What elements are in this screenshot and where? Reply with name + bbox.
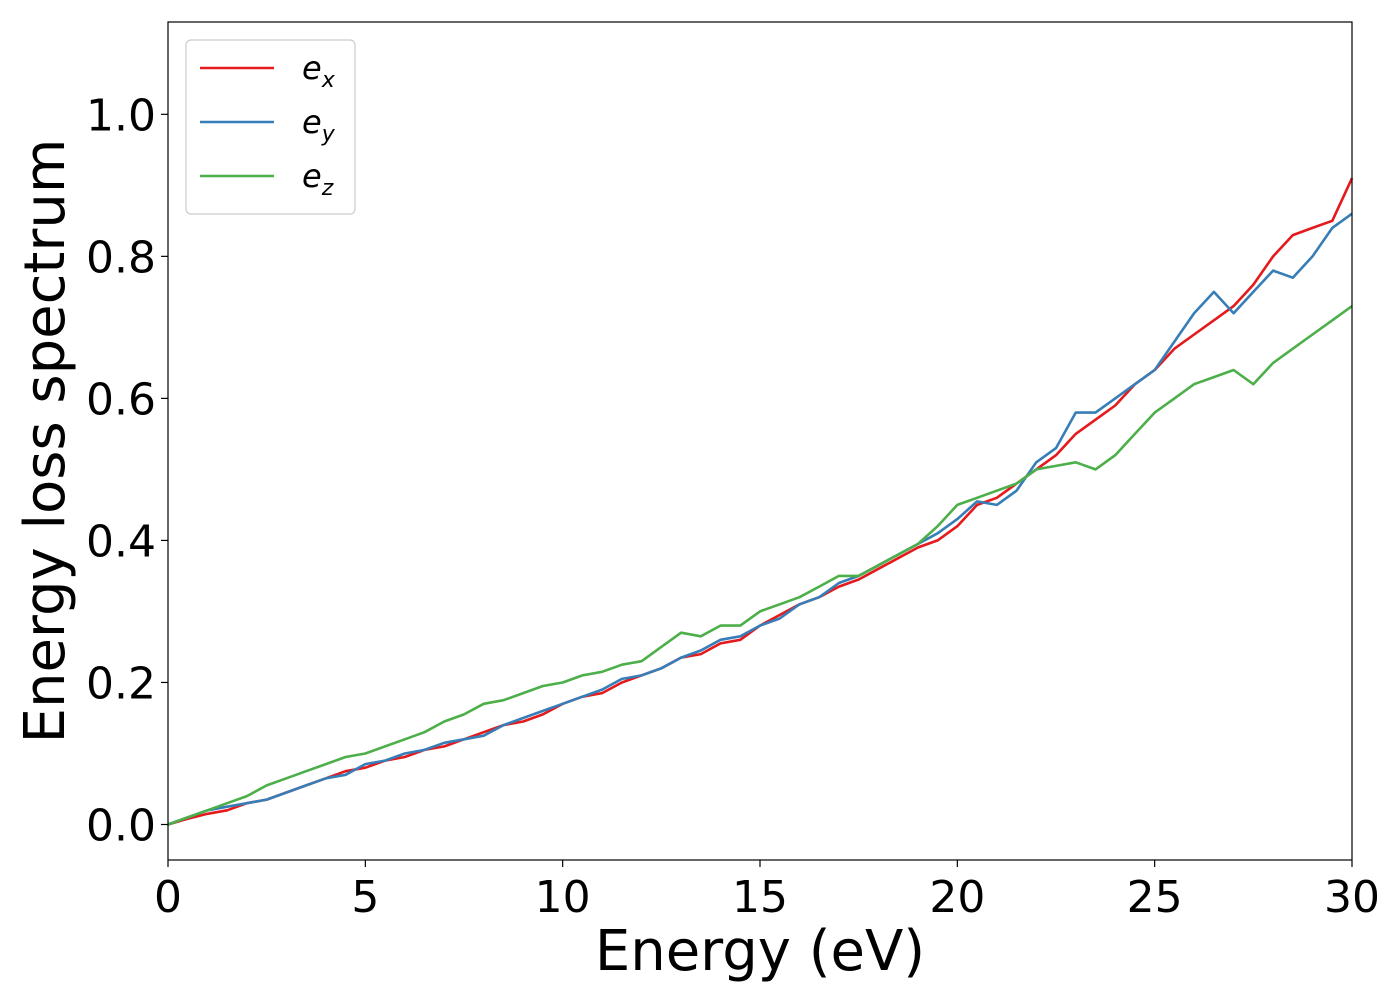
x-tick-label: 15 bbox=[732, 872, 788, 923]
y-tick-label: 0.4 bbox=[86, 516, 156, 567]
series-layer bbox=[167, 177, 1354, 826]
x-tick-label: 25 bbox=[1127, 872, 1183, 923]
legend-label: ez bbox=[302, 157, 334, 201]
legend-box bbox=[185, 39, 356, 215]
legend-label: ey bbox=[302, 103, 336, 147]
y-tick-label: 1.0 bbox=[86, 90, 156, 141]
y-axis-ticks: 0.0 0.2 0.4 0.6 0.8 1.0 bbox=[86, 90, 168, 851]
y-tick-label: 0.6 bbox=[86, 374, 156, 425]
series-line-ey bbox=[167, 212, 1353, 826]
x-tick-label: 20 bbox=[929, 872, 985, 923]
y-tick-label: 0.2 bbox=[86, 658, 156, 709]
y-tick-label: 0.0 bbox=[86, 800, 156, 851]
y-axis-title: Energy loss spectrum bbox=[13, 139, 78, 744]
legend-label: ex bbox=[302, 49, 336, 93]
y-tick-label: 0.8 bbox=[86, 232, 156, 283]
x-axis-ticks: 0 5 10 15 20 25 30 bbox=[154, 860, 1380, 923]
x-tick-label: 30 bbox=[1324, 872, 1380, 923]
x-axis-title: Energy (eV) bbox=[595, 919, 925, 984]
series-line-ez bbox=[167, 305, 1353, 826]
x-tick-label: 5 bbox=[351, 872, 379, 923]
x-tick-label: 0 bbox=[154, 872, 182, 923]
legend: ex ey ez bbox=[185, 39, 356, 215]
x-tick-label: 10 bbox=[535, 872, 591, 923]
